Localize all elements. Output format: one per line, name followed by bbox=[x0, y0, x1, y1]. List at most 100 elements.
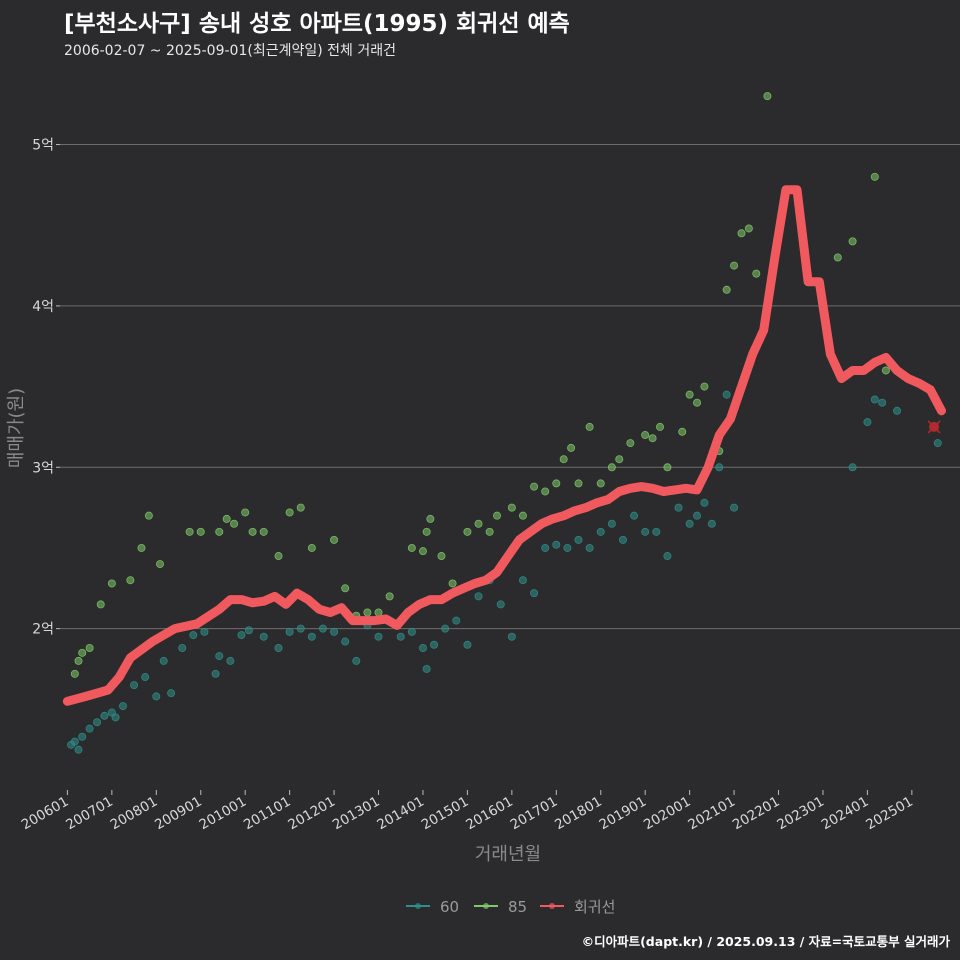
series-60-point bbox=[933, 439, 942, 448]
series-60-point bbox=[330, 627, 339, 636]
series-85-point bbox=[730, 261, 739, 270]
series-85-point bbox=[870, 172, 879, 181]
x-tick-label: 200801 bbox=[108, 794, 161, 834]
series-85-point bbox=[448, 579, 457, 588]
series-85-point bbox=[241, 508, 250, 517]
y-axis-ticks: 2억 3억 4억 5억 bbox=[32, 138, 54, 638]
series-85-point bbox=[700, 382, 709, 391]
x-tick-label: 201501 bbox=[419, 794, 472, 834]
legend-label: 60 bbox=[440, 898, 459, 916]
series-60-point bbox=[285, 627, 294, 636]
series-85-point bbox=[585, 422, 594, 431]
series-60-point bbox=[259, 632, 268, 641]
grid bbox=[56, 144, 960, 630]
x-tick-label: 200601 bbox=[19, 794, 72, 834]
series-85-point bbox=[518, 511, 527, 520]
series-85-point bbox=[296, 503, 305, 512]
series-85-point bbox=[463, 527, 472, 536]
series-85-point bbox=[259, 527, 268, 536]
series-60-point bbox=[848, 463, 857, 472]
series-85-point bbox=[678, 427, 687, 436]
series-85-point bbox=[607, 463, 616, 472]
series-60-point bbox=[341, 637, 350, 646]
chart-title: [부천소사구] 송내 성호 아파트(1995) 회귀선 예측 bbox=[64, 11, 570, 37]
legend-label: 85 bbox=[508, 898, 527, 916]
series-60-point bbox=[215, 652, 224, 661]
series-85-point bbox=[96, 600, 105, 609]
series-60-point bbox=[396, 632, 405, 641]
series-60-point bbox=[130, 681, 139, 690]
series-60-point bbox=[722, 390, 731, 399]
series-60-point bbox=[530, 589, 539, 598]
x-tick-label: 202301 bbox=[774, 794, 827, 834]
x-tick-label: 201901 bbox=[597, 794, 650, 834]
series-85-point bbox=[407, 543, 416, 552]
series-85-point bbox=[155, 560, 164, 569]
x-tick-label: 201701 bbox=[508, 794, 561, 834]
series-85-point bbox=[330, 535, 339, 544]
series-60-point bbox=[237, 631, 246, 640]
y-axis-label: 매매가(원) bbox=[6, 388, 27, 468]
prediction-marker bbox=[927, 420, 941, 434]
series-85-point bbox=[737, 229, 746, 238]
series-60-point bbox=[730, 503, 739, 512]
series-85-point bbox=[248, 527, 257, 536]
regression-line bbox=[62, 185, 946, 706]
x-tick-label: 201101 bbox=[241, 794, 294, 834]
series-85-point bbox=[222, 514, 231, 523]
series-85-point bbox=[215, 527, 224, 536]
regression-line-path bbox=[62, 185, 946, 706]
series-85-point bbox=[663, 463, 672, 472]
series-85-point bbox=[285, 508, 294, 517]
series-85-point bbox=[507, 503, 516, 512]
series-60-point bbox=[85, 724, 94, 733]
series-85-point bbox=[374, 608, 383, 617]
series-85-point bbox=[422, 527, 431, 536]
series-85-point bbox=[881, 366, 890, 375]
y-tick-label: 5억 bbox=[32, 138, 54, 154]
x-tick-label: 202201 bbox=[730, 794, 783, 834]
series-60-point bbox=[422, 664, 431, 673]
series-60-point bbox=[226, 656, 235, 665]
series-60-point bbox=[159, 656, 168, 665]
y-tick-label: 2억 bbox=[32, 622, 54, 638]
series-85-point bbox=[693, 398, 702, 407]
series-60-point bbox=[244, 626, 253, 635]
series-85-point bbox=[137, 543, 146, 552]
x-tick-label: 202501 bbox=[863, 794, 916, 834]
series-85-point bbox=[848, 237, 857, 246]
series-85-point bbox=[341, 584, 350, 593]
x-tick-label: 202401 bbox=[819, 794, 872, 834]
series-60-point bbox=[685, 519, 694, 528]
series-60-point bbox=[374, 632, 383, 641]
series-60-point bbox=[318, 624, 327, 633]
series-60-point bbox=[152, 692, 161, 701]
series-60-point bbox=[563, 543, 572, 552]
series-85-point bbox=[307, 543, 316, 552]
series-85-point bbox=[752, 269, 761, 278]
series-85-point bbox=[596, 479, 605, 488]
series-60-point bbox=[552, 540, 561, 549]
series-60-point bbox=[74, 745, 83, 754]
legend-label: 회귀선 bbox=[574, 898, 615, 916]
series-60-point bbox=[93, 718, 102, 727]
series-85-point bbox=[648, 434, 657, 443]
series-60-point bbox=[507, 632, 516, 641]
series-60-point bbox=[463, 640, 472, 649]
series-85-point bbox=[385, 592, 394, 601]
series-85-point bbox=[185, 527, 194, 536]
series-60-point bbox=[715, 463, 724, 472]
series-60-point bbox=[641, 527, 650, 536]
series-85-point bbox=[559, 455, 568, 464]
x-tick-label: 201001 bbox=[197, 794, 250, 834]
x-tick-label: 201801 bbox=[552, 794, 605, 834]
series-60-point bbox=[441, 624, 450, 633]
series-60-point bbox=[307, 632, 316, 641]
series-85-point bbox=[626, 439, 635, 448]
series-60-point bbox=[541, 543, 550, 552]
series-60-point bbox=[574, 535, 583, 544]
series-85-point bbox=[126, 576, 135, 585]
y-tick-label: 3억 bbox=[32, 460, 54, 476]
x-tick-label: 201301 bbox=[330, 794, 383, 834]
